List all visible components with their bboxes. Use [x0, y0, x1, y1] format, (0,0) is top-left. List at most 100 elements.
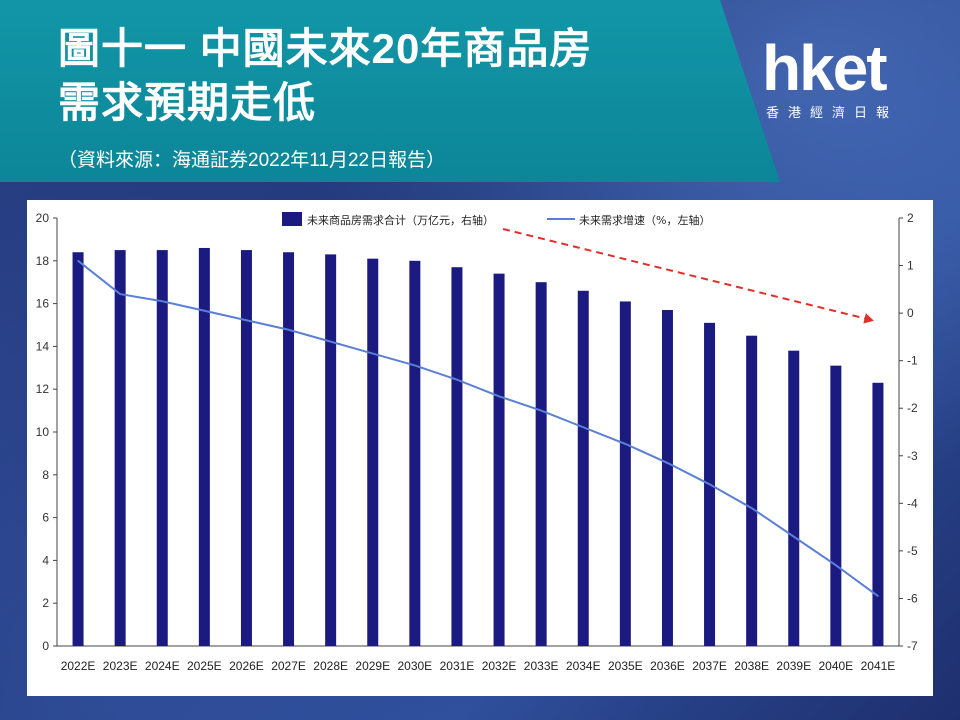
line-point-2022E [77, 260, 79, 262]
left-tick-label: 10 [36, 425, 50, 439]
bar-2040E [830, 365, 842, 646]
line-point-2024E [161, 300, 164, 303]
title-line-2: 需求預期走低 [58, 79, 317, 126]
bar-2022E [72, 252, 84, 647]
x-tick-label: 2041E [861, 659, 896, 673]
legend-line-label: 未来需求增速（%，左轴） [579, 213, 710, 227]
line-point-2026E [245, 319, 248, 322]
line-point-2039E [792, 535, 795, 538]
left-tick-label: 2 [42, 596, 49, 610]
x-tick-label: 2037E [692, 659, 727, 673]
right-tick-label: -2 [907, 401, 918, 415]
bar-2025E [198, 247, 210, 646]
chart-panel: 0 2 4 6 8 10 12 14 16 18 20 2 1 0 -1 -2 -3 -4 -5 -6 -7 2022E 2… [27, 200, 933, 696]
trend-arrow-line [502, 228, 867, 320]
right-tick-label: -4 [907, 496, 918, 510]
trend-annotation [502, 228, 874, 324]
x-tick-label: 2032E [482, 659, 517, 673]
right-tick-label: -1 [907, 354, 918, 368]
bar-2032E [493, 273, 505, 646]
right-tick-label: 1 [907, 259, 914, 273]
hket-logo: hket 香港經濟日報 [762, 36, 922, 121]
bar-2033E [535, 282, 547, 646]
right-tick-label: -7 [907, 639, 918, 653]
left-tick-label: 12 [36, 382, 50, 396]
bar-2023E [114, 250, 126, 646]
line-point-2033E [540, 409, 542, 412]
x-tick-label: 2035E [608, 659, 643, 673]
source-note: （資料來源：海通証券2022年11月22日報告） [58, 150, 446, 171]
line-point-2040E [835, 564, 837, 566]
right-tick-label: -6 [907, 591, 918, 605]
line-point-2027E [287, 328, 290, 331]
x-tick-label: 2023E [103, 659, 138, 673]
bar-2041E [872, 382, 884, 646]
line-point-2029E [371, 352, 374, 355]
line-point-2041E [877, 595, 879, 597]
right-tick-label: -3 [907, 449, 918, 463]
x-tick-label: 2025E [187, 659, 222, 673]
left-tick-label: 4 [42, 553, 49, 567]
x-tick-label: 2031E [440, 659, 475, 673]
line-point-2037E [708, 483, 711, 486]
bar-2028E [325, 254, 337, 646]
legend-bar-label: 未来商品房需求合计（万亿元，右轴） [307, 213, 494, 227]
bar-2029E [367, 258, 379, 646]
title-line-1: 圖十一 中國未來20年商品房 [58, 25, 593, 72]
line-point-2038E [750, 507, 753, 509]
bar-2031E [451, 267, 463, 646]
x-tick-label: 2040E [818, 659, 853, 673]
bar-2036E [661, 310, 673, 646]
line-point-2030E [414, 364, 416, 367]
x-tick-label: 2024E [145, 659, 180, 673]
bar-2024E [156, 250, 168, 646]
right-tick-label: 0 [907, 306, 914, 320]
line-point-2028E [329, 340, 332, 343]
x-tick-label: 2038E [734, 659, 769, 673]
bar-2027E [283, 252, 295, 647]
trend-arrow-head [863, 313, 874, 324]
x-tick-label: 2036E [650, 659, 685, 673]
right-tick-label: 2 [907, 211, 914, 225]
x-tick-label: 2027E [271, 659, 306, 673]
x-tick-label: 2028E [313, 659, 348, 673]
x-tick-label: 2030E [397, 659, 432, 673]
left-tick-label: 14 [36, 339, 50, 353]
legend-bar-swatch [282, 212, 302, 226]
left-tick-label: 16 [36, 297, 50, 311]
bar-2034E [577, 290, 589, 646]
bar-2030E [409, 260, 421, 646]
line-point-2031E [456, 378, 458, 381]
logo-subtitle: 香港經濟日報 [766, 105, 899, 120]
growth-line [77, 260, 879, 597]
left-tick-label: 20 [36, 211, 50, 225]
page-title: 圖十一 中國未來20年商品房 需求預期走低 [58, 22, 718, 130]
x-tick-label: 2029E [355, 659, 390, 673]
right-tick-label: -5 [907, 544, 918, 558]
left-tick-label: 6 [42, 511, 49, 525]
x-tick-label: 2022E [61, 659, 96, 673]
left-tick-label: 18 [36, 254, 50, 268]
line-series [77, 260, 879, 597]
left-tick-label: 8 [42, 468, 49, 482]
bar-2039E [788, 350, 800, 646]
chart-legend: 未来商品房需求合计（万亿元，右轴） 未来需求增速（%，左轴） [282, 212, 710, 227]
x-tick-label: 2033E [524, 659, 559, 673]
line-point-2035E [624, 443, 627, 445]
bar-2038E [746, 335, 758, 646]
line-point-2032E [498, 395, 500, 398]
bar-2035E [619, 301, 631, 646]
x-tick-label: 2026E [229, 659, 264, 673]
x-tick-label: 2039E [776, 659, 811, 673]
line-point-2023E [119, 293, 121, 295]
title-banner [0, 0, 780, 182]
bar-series [72, 247, 884, 647]
left-tick-label: 0 [42, 639, 49, 653]
logo-word: hket [762, 32, 888, 104]
bar-2026E [240, 250, 252, 646]
x-tick-label: 2034E [566, 659, 601, 673]
line-point-2036E [666, 462, 669, 464]
line-point-2025E [203, 309, 206, 312]
